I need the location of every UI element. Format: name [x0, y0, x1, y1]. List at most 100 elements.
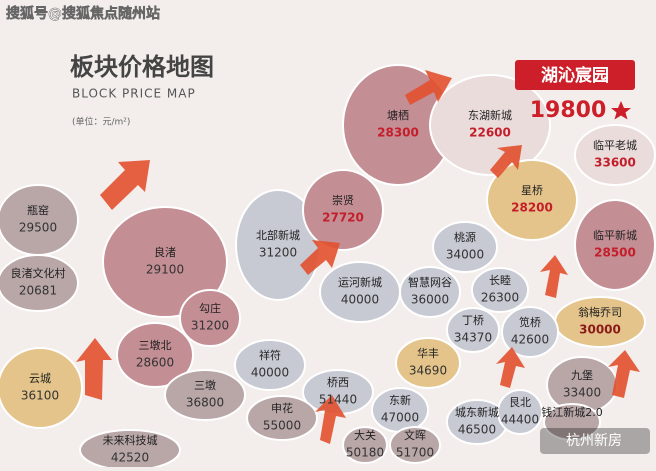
region-name: 星桥 [521, 184, 543, 197]
region-name: 未来科技城 [103, 433, 158, 447]
region-price: 34000 [446, 248, 484, 262]
region-shape [164, 369, 246, 421]
region-shape [116, 322, 194, 388]
region-name: 三墩北 [139, 338, 172, 352]
region-name: 临平老城 [593, 138, 637, 152]
region-price: 47000 [381, 411, 419, 425]
region-name: 申花 [271, 402, 293, 415]
region-shape [234, 339, 306, 391]
region-name: 笕桥 [519, 315, 541, 329]
region-name: 钱江新城2.0 [541, 405, 603, 419]
region-name: 桃源 [454, 230, 476, 244]
highlight-price: 19800 [530, 98, 607, 123]
region-name: 云城 [29, 372, 51, 385]
region-shape [179, 289, 241, 347]
region-shape [574, 124, 656, 186]
region-name: 良渚文化村 [11, 266, 66, 280]
region-name: 崇贤 [332, 194, 354, 207]
region-name: 北部新城 [256, 228, 300, 242]
region-shape [342, 426, 388, 464]
footer-badge [540, 428, 650, 454]
region-name: 翁梅乔司 [578, 305, 622, 319]
region-shapes [0, 64, 656, 471]
region-price: 55000 [263, 419, 301, 433]
region-price: 34370 [454, 331, 492, 345]
region-name: 东湖新城 [468, 108, 512, 122]
region-shape [0, 254, 79, 312]
region-price: 28600 [136, 356, 174, 370]
region-price: 27720 [322, 211, 364, 225]
region-shape [0, 347, 83, 429]
region-price: 34690 [409, 364, 447, 378]
region-price: 42520 [111, 451, 149, 465]
region-price: 46500 [458, 423, 496, 437]
region-shape [389, 426, 441, 464]
region-shape [543, 403, 601, 441]
region-name: 大关 [354, 428, 376, 442]
title: 板块价格地图 [70, 53, 214, 81]
region-price: 40000 [341, 293, 379, 307]
highlight-name: 湖沁宸园 [541, 65, 609, 86]
region-price: 31200 [259, 246, 297, 260]
region-price: 36100 [21, 389, 59, 403]
region-price: 29100 [146, 263, 184, 277]
region-shape [246, 395, 318, 441]
region-name: 长睦 [489, 274, 511, 287]
region-name: 塘栖 [387, 108, 409, 122]
region-price: 20681 [19, 284, 57, 298]
region-name: 九堡 [571, 368, 593, 382]
region-price: 22600 [469, 126, 511, 140]
watermark: 搜狐号@搜狐焦点随州站 [6, 5, 160, 22]
region-shape [399, 266, 461, 318]
region-price: 33400 [563, 386, 601, 400]
region-price: 28200 [511, 201, 553, 215]
region-shape [486, 159, 578, 241]
region-price: 31200 [191, 319, 229, 333]
region-price: 51700 [396, 446, 434, 460]
region-price: 29500 [19, 221, 57, 235]
region-name: 祥符 [259, 348, 281, 362]
region-name: 勾庄 [199, 301, 221, 315]
region-shape [497, 389, 543, 435]
highlight-box [515, 60, 635, 90]
region-price: 30000 [579, 323, 621, 337]
region-name: 桥西 [327, 376, 349, 389]
region-name: 三墩 [194, 378, 216, 392]
region-price: 28500 [594, 246, 636, 260]
region-shape [501, 306, 559, 358]
region-name: 丁桥 [462, 314, 484, 327]
region-price: 28300 [377, 126, 419, 140]
region-shape [302, 169, 384, 251]
region-name: 瓶窑 [27, 203, 49, 217]
region-name: 华丰 [417, 346, 439, 360]
region-price: 50180 [346, 446, 384, 460]
region-price: 51440 [319, 393, 357, 407]
footer-brand: 杭州新房 [566, 433, 622, 449]
region-name: 良渚 [154, 245, 176, 259]
region-price: 42600 [511, 333, 549, 347]
region-price: 33600 [594, 156, 636, 170]
region-shape [395, 337, 461, 389]
region-name: 艮北 [509, 396, 531, 409]
region-shape [446, 307, 500, 353]
region-shape [102, 206, 228, 318]
star [611, 101, 631, 120]
region-price: 36000 [411, 293, 449, 307]
region-shape [574, 199, 656, 291]
region-price: 40000 [251, 366, 289, 380]
region-name: 运河新城 [338, 275, 382, 289]
unit: (单位：元/m²) [72, 116, 130, 128]
region-name: 城东新城 [455, 405, 499, 419]
region-price: 44400 [501, 413, 539, 427]
region-labels: 瓶窑 29500 良渚文化村 20681 良渚 29100 北部新城 31200 塘栖 28300… [11, 108, 638, 465]
region-price: 26300 [481, 291, 519, 305]
region-name: 智慧网谷 [408, 275, 452, 289]
region-shape [432, 221, 498, 273]
region-price: 36800 [186, 396, 224, 410]
region-shape [471, 267, 529, 313]
arrows [76, 70, 640, 444]
subtitle: BLOCK PRICE MAP [72, 87, 196, 101]
region-name: 文晖 [404, 428, 426, 442]
region-name: 临平新城 [593, 228, 637, 242]
